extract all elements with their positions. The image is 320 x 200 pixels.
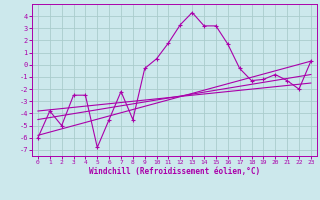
X-axis label: Windchill (Refroidissement éolien,°C): Windchill (Refroidissement éolien,°C) (89, 167, 260, 176)
